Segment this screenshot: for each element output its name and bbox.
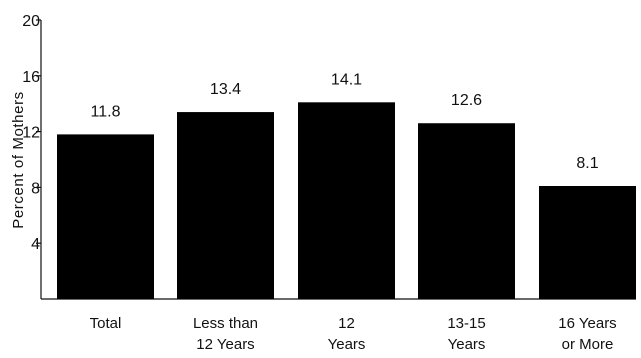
bar (298, 102, 395, 300)
category-label: 12 (338, 315, 355, 332)
bar-value-label: 13.4 (210, 81, 241, 98)
bar-value-label: 11.8 (91, 103, 121, 120)
y-tick-label: 12 (22, 125, 40, 142)
y-tick-label: 20 (22, 13, 40, 30)
bar-value-label: 12.6 (451, 92, 482, 109)
category-label: Total (90, 315, 122, 332)
category-label: 12 Years (196, 336, 254, 353)
y-tick-label: 8 (31, 180, 40, 197)
bar (177, 112, 274, 299)
category-label: 13-15 (447, 315, 485, 332)
y-tick-label: 16 (22, 69, 40, 86)
bar (418, 123, 515, 299)
y-axis: 4 8 12 16 20 (22, 13, 42, 299)
category-label: 16 Years (558, 315, 616, 332)
bar-value-label: 14.1 (331, 71, 362, 88)
y-tick-label: 4 (31, 236, 40, 253)
bar-value-label: 8.1 (576, 155, 598, 172)
category-label: Years (328, 336, 366, 353)
bar (539, 186, 636, 299)
category-labels: Total Less than 12 Years 12 Years 13-15 Years 1… (90, 315, 617, 353)
bars (57, 102, 636, 300)
category-label: Less than (193, 315, 258, 332)
bar (57, 134, 154, 299)
value-labels: 11.8 13.4 14.1 12.6 8.1 (91, 71, 599, 172)
category-label: or More (562, 336, 614, 353)
y-axis-title: Percent of Mothers (10, 91, 27, 229)
category-label: Years (448, 336, 486, 353)
